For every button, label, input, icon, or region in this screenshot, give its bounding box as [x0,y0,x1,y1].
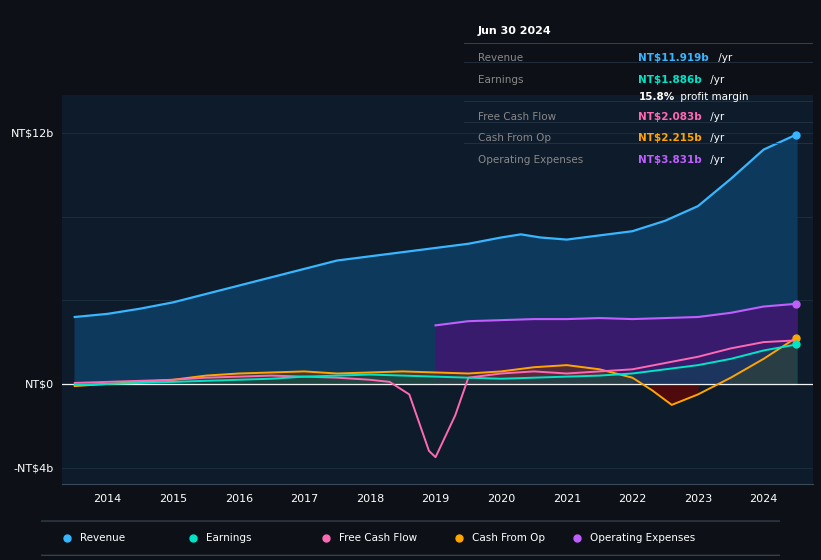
FancyBboxPatch shape [38,521,784,556]
Text: 15.8%: 15.8% [639,92,675,102]
Text: Earnings: Earnings [478,74,523,85]
Text: /yr: /yr [708,133,725,143]
Text: Cash From Op: Cash From Op [472,533,545,543]
Text: Cash From Op: Cash From Op [478,133,551,143]
Text: /yr: /yr [708,74,725,85]
Text: NT$2.083b: NT$2.083b [639,112,702,122]
Text: Operating Expenses: Operating Expenses [478,155,583,165]
Text: Earnings: Earnings [206,533,251,543]
Text: NT$11.919b: NT$11.919b [639,53,709,63]
Text: /yr: /yr [708,155,725,165]
Text: Free Cash Flow: Free Cash Flow [339,533,417,543]
Text: Revenue: Revenue [478,53,523,63]
Text: Jun 30 2024: Jun 30 2024 [478,26,552,36]
Text: Operating Expenses: Operating Expenses [590,533,695,543]
Text: /yr: /yr [708,112,725,122]
Text: Revenue: Revenue [80,533,126,543]
Text: NT$1.886b: NT$1.886b [639,74,702,85]
Text: NT$2.215b: NT$2.215b [639,133,702,143]
Text: NT$3.831b: NT$3.831b [639,155,702,165]
Text: Free Cash Flow: Free Cash Flow [478,112,556,122]
Text: profit margin: profit margin [677,92,748,102]
Text: /yr: /yr [715,53,732,63]
